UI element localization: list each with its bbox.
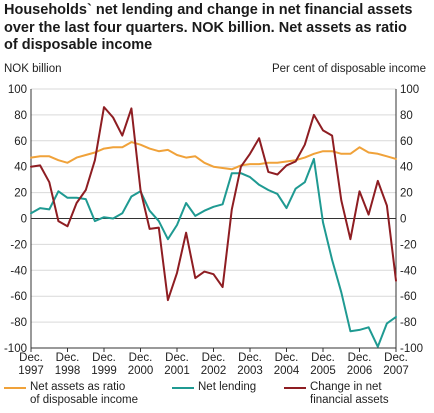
x-tick-label: 1999 <box>91 365 117 377</box>
x-tick-label: Dec. <box>56 352 80 364</box>
x-tick-label: Dec. <box>238 352 262 364</box>
y-tick-label-right: -60 <box>400 291 417 303</box>
legend-label-line: Change in net <box>310 381 382 393</box>
series-line-net-assets <box>30 141 397 171</box>
legend-label: Net lending <box>198 381 308 394</box>
y-tick-label-left: -20 <box>10 239 27 251</box>
x-tick-label: Dec. <box>165 352 189 364</box>
y-tick-label-right: 0 <box>400 214 406 226</box>
series-line-net-lending <box>30 157 397 348</box>
legend-label-line: Net lending <box>198 381 257 393</box>
x-tick-label: Dec. <box>348 352 372 364</box>
legend-label-line: Net assets as ratio <box>30 381 126 393</box>
right-axis-unit: Per cent of disposable income <box>271 63 426 75</box>
x-tick-label: 2005 <box>310 365 336 377</box>
x-tick-label: Dec. <box>19 352 43 364</box>
x-tick-label: Dec. <box>92 352 116 364</box>
y-tick-label-left: -100 <box>4 343 27 355</box>
y-tick-label-right: 80 <box>400 110 413 122</box>
x-tick-label: 2002 <box>201 365 227 377</box>
legend-label: Net assets as ratio of disposable income <box>30 381 140 407</box>
x-tick-label: 2004 <box>274 365 300 377</box>
left-axis-unit: NOK billion <box>4 63 62 75</box>
x-tick-label: 1998 <box>55 365 81 377</box>
legend-item-net-lending: Net lending <box>172 381 308 394</box>
title-line: of disposable income <box>4 37 153 53</box>
x-tick-label: 1997 <box>18 365 44 377</box>
legend-item-change: Change in net financial assets <box>284 381 420 407</box>
y-tick-label-left: 0 <box>21 214 27 226</box>
x-tick-label: 2006 <box>347 365 373 377</box>
x-tick-label: Dec. <box>384 352 408 364</box>
legend-swatch <box>4 387 26 389</box>
x-tick-label: Dec. <box>202 352 226 364</box>
title-line: Households` net lending and change in ne… <box>4 2 413 18</box>
y-tick-label-left: 100 <box>8 84 27 96</box>
y-tick-label-right: 100 <box>400 84 419 96</box>
y-tick-label-right: -40 <box>400 265 417 277</box>
y-tick-label-right: 60 <box>400 136 413 148</box>
legend-swatch <box>284 387 306 389</box>
legend-item-net-assets: Net assets as ratio of disposable income <box>4 381 140 407</box>
x-tick-label: Dec. <box>129 352 153 364</box>
y-tick-label-right: -100 <box>400 343 423 355</box>
x-tick-label: Dec. <box>311 352 335 364</box>
y-tick-label-left: 80 <box>14 110 27 122</box>
x-tick-label: 2003 <box>237 365 263 377</box>
chart-title: Households` net lending and change in ne… <box>4 2 430 55</box>
y-tick-label-left: -60 <box>10 291 27 303</box>
legend-swatch <box>172 387 194 389</box>
y-tick-label-right: 20 <box>400 188 413 200</box>
y-tick-label-right: 40 <box>400 162 413 174</box>
y-tick-label-left: -40 <box>10 265 27 277</box>
y-tick-label-right: -80 <box>400 317 417 329</box>
y-tick-label-left: 40 <box>14 162 27 174</box>
legend-label: Change in net financial assets <box>310 381 420 407</box>
title-line: over the last four quarters. NOK billion… <box>4 19 407 36</box>
legend-label-line: financial assets <box>310 394 389 406</box>
series-line-change <box>30 106 397 302</box>
y-tick-label-left: 20 <box>14 188 27 200</box>
y-tick-label-left: 60 <box>14 136 27 148</box>
x-tick-label: 2007 <box>383 365 409 377</box>
x-tick-label: 2001 <box>164 365 190 377</box>
x-tick-label: Dec. <box>275 352 299 364</box>
y-tick-label-right: -20 <box>400 239 417 251</box>
legend-label-line: of disposable income <box>30 394 139 406</box>
y-tick-label-left: -80 <box>10 317 27 329</box>
x-tick-label: 2000 <box>128 365 154 377</box>
